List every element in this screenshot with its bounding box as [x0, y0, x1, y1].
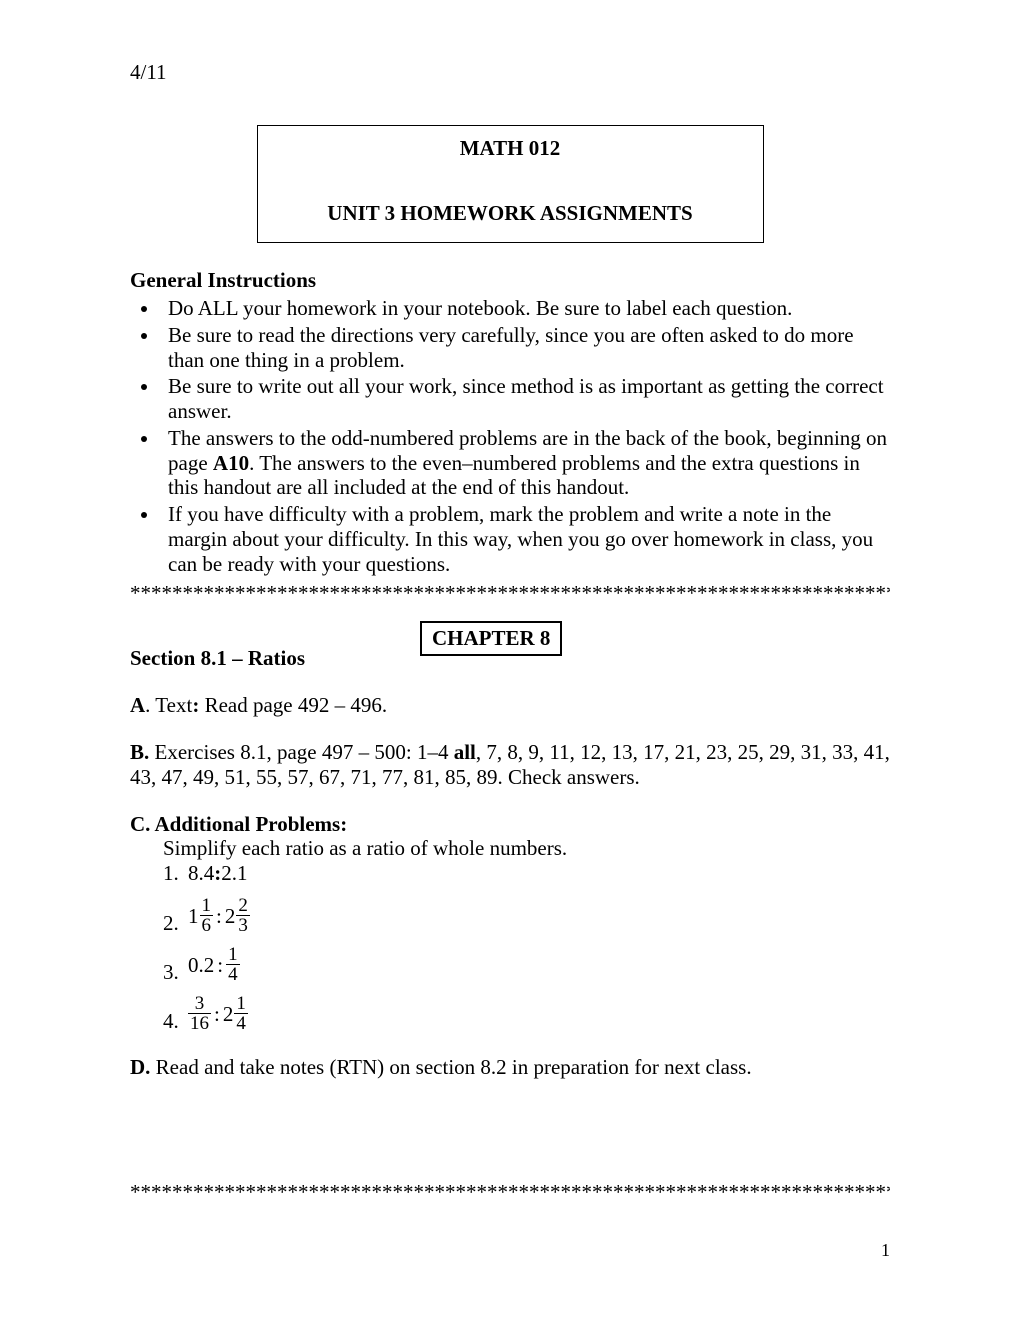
- problem-1-num: 1.: [163, 861, 188, 886]
- item-a-text1: . Text: [145, 693, 192, 717]
- item-d: D. Read and take notes (RTN) on section …: [130, 1055, 890, 1080]
- problem-1-rhs: 2.1: [221, 861, 247, 886]
- frac-den: 3: [236, 916, 250, 935]
- item-a-text2: Read page 492 – 496.: [199, 693, 387, 717]
- header-date: 4/11: [130, 60, 890, 85]
- problem-2-mixed1: 1 1 6: [188, 896, 213, 935]
- instructions-list: Do ALL your homework in your notebook. B…: [130, 296, 890, 576]
- frac-num: 1: [200, 896, 214, 916]
- problem-list: 1. 8.4 : 2.1 2. 1 1 6 : 2 2 3: [163, 861, 890, 1033]
- item-c-instruction: Simplify each ratio as a ratio of whole …: [163, 836, 890, 861]
- problem-2-colon: :: [216, 904, 222, 929]
- item-d-label: D.: [130, 1055, 150, 1079]
- bold-page-ref: A10: [213, 451, 249, 475]
- instruction-item: Do ALL your homework in your notebook. B…: [160, 296, 890, 321]
- item-b-text1: Exercises 8.1, page 497 – 500: 1–4: [149, 740, 453, 764]
- problem-4-num: 4.: [163, 1009, 188, 1034]
- title-sub: UNIT 3 HOMEWORK ASSIGNMENTS: [258, 201, 763, 226]
- page-number: 1: [130, 1240, 890, 1261]
- item-d-text: Read and take notes (RTN) on section 8.2…: [150, 1055, 751, 1079]
- problem-4: 4. 3 16 : 2 1 4: [163, 994, 890, 1033]
- item-a-label: A: [130, 693, 145, 717]
- fraction: 3 16: [188, 994, 211, 1033]
- problem-3: 3. 0.2 : 1 4: [163, 945, 890, 984]
- problem-4-mixed: 2 1 4: [223, 994, 248, 1033]
- problem-3-num: 3.: [163, 960, 188, 985]
- problem-3-colon: :: [217, 953, 223, 978]
- instruction-item: Be sure to write out all your work, sinc…: [160, 374, 890, 424]
- problem-3-lhs: 0.2: [188, 953, 214, 978]
- chapter-title-box: CHAPTER 8: [420, 621, 562, 656]
- problem-1: 1. 8.4 : 2.1: [163, 861, 890, 886]
- item-c-label: C. Additional Problems:: [130, 812, 347, 836]
- problem-2-mixed2: 2 2 3: [225, 896, 250, 935]
- instruction-item: The answers to the odd-numbered problems…: [160, 426, 890, 500]
- general-instructions-heading: General Instructions: [130, 268, 890, 293]
- frac-den: 4: [226, 965, 240, 984]
- fraction: 1 4: [226, 945, 240, 984]
- title-box: MATH 012 UNIT 3 HOMEWORK ASSIGNMENTS: [257, 125, 764, 243]
- fraction: 2 3: [236, 896, 250, 935]
- divider-stars-bottom: ****************************************…: [130, 1180, 890, 1205]
- frac-num: 1: [226, 945, 240, 965]
- item-a: A. Text: Read page 492 – 496.: [130, 693, 890, 718]
- frac-den: 6: [200, 916, 214, 935]
- problem-4-colon: :: [214, 1002, 220, 1027]
- chapter-row: CHAPTER 8 Section 8.1 – Ratios: [130, 624, 890, 671]
- divider-stars: ****************************************…: [130, 581, 890, 606]
- fraction: 1 4: [234, 994, 248, 1033]
- fraction: 1 6: [200, 896, 214, 935]
- item-b-label: B.: [130, 740, 149, 764]
- instruction-item: If you have difficulty with a problem, m…: [160, 502, 890, 576]
- problem-1-colon: :: [214, 861, 221, 886]
- mixed-whole: 1: [188, 904, 199, 929]
- title-main: MATH 012: [258, 136, 763, 161]
- item-c: C. Additional Problems: Simplify each ra…: [130, 812, 890, 1034]
- page-container: 4/11 MATH 012 UNIT 3 HOMEWORK ASSIGNMENT…: [0, 0, 1020, 1321]
- problem-2: 2. 1 1 6 : 2 2 3: [163, 896, 890, 935]
- text-segment: . The answers to the even–numbered probl…: [168, 451, 860, 500]
- frac-den: 4: [234, 1014, 248, 1033]
- mixed-whole: 2: [225, 904, 236, 929]
- item-b-bold-all: all: [454, 740, 476, 764]
- problem-1-lhs: 8.4: [188, 861, 214, 886]
- frac-num: 2: [236, 896, 250, 916]
- mixed-whole: 2: [223, 1002, 234, 1027]
- frac-num: 3: [188, 994, 211, 1014]
- problem-2-num: 2.: [163, 911, 188, 936]
- frac-den: 16: [188, 1014, 211, 1033]
- item-b: B. Exercises 8.1, page 497 – 500: 1–4 al…: [130, 740, 890, 790]
- frac-num: 1: [234, 994, 248, 1014]
- instruction-item: Be sure to read the directions very care…: [160, 323, 890, 373]
